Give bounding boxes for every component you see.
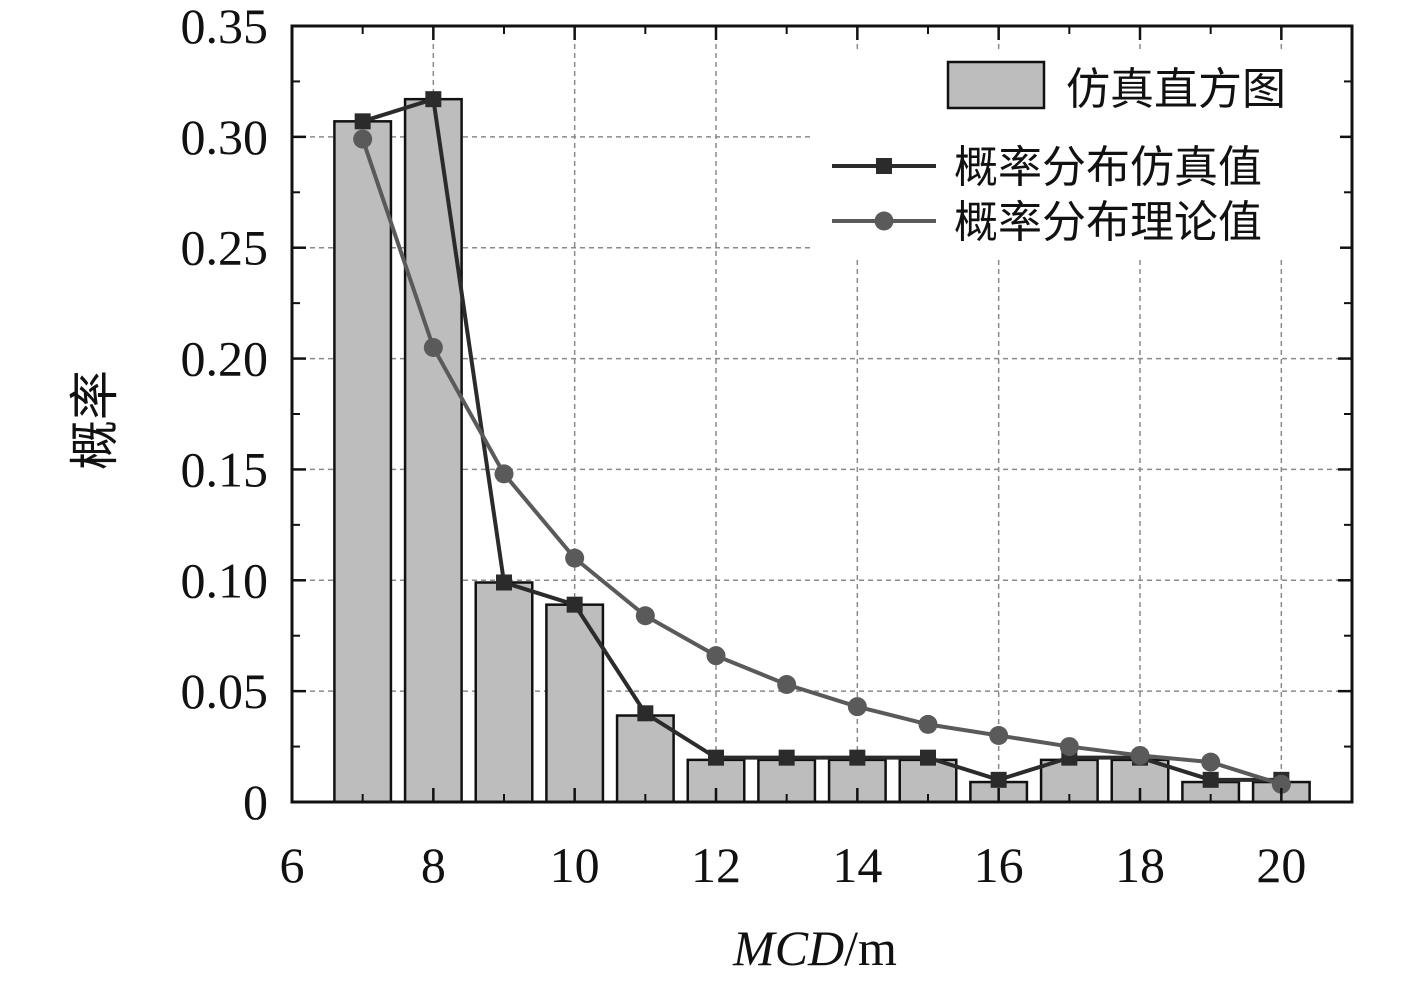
legend-background: [810, 50, 1340, 260]
x-tick-label: 12: [691, 837, 741, 893]
histogram-bar: [474, 581, 534, 804]
histogram-bar: [403, 97, 463, 804]
x-tick-label: 16: [974, 837, 1024, 893]
circle-marker: [706, 646, 726, 666]
square-marker: [778, 749, 795, 766]
circle-marker: [1059, 737, 1079, 757]
square-marker: [920, 749, 936, 766]
axis-ticks: [290, 24, 1352, 804]
circle-marker: [353, 129, 373, 149]
circle-marker: [635, 606, 655, 626]
square-marker: [990, 771, 1007, 788]
square-marker: [708, 749, 724, 766]
y-tick-label: 0.10: [181, 552, 269, 608]
histogram-bar: [333, 120, 393, 804]
y-tick-label: 0: [243, 774, 268, 830]
legend-circle-marker: [874, 211, 894, 231]
x-tick-labels: 6 8 10 12 14 16 18 20: [280, 837, 1307, 893]
circle-marker: [847, 697, 867, 717]
square-marker: [637, 705, 654, 722]
x-tick-label: 6: [280, 837, 305, 893]
y-tick-label: 0.25: [181, 220, 269, 276]
circle-marker: [777, 674, 797, 694]
x-tick-label: 10: [550, 837, 600, 893]
series-lines: [353, 91, 1291, 794]
legend-label: 仿真直方图: [1066, 65, 1286, 114]
histogram-bar: [615, 714, 675, 804]
square-marker: [849, 749, 866, 766]
square-marker: [354, 113, 371, 130]
histogram-bar: [545, 603, 605, 804]
y-tick-label: 0.30: [181, 109, 269, 165]
legend-bar-swatch: [946, 60, 1046, 110]
square-marker: [496, 574, 512, 591]
legend-label: 概率分布理论值: [954, 198, 1262, 247]
y-tick-label: 0.15: [181, 441, 269, 497]
x-tick-label: 8: [421, 837, 446, 893]
y-tick-label: 0.35: [181, 0, 269, 54]
y-axis-title: 概率: [67, 370, 123, 470]
y-tick-labels: 0 0.05 0.10 0.15 0.20 0.25 0.30 0.35: [181, 0, 269, 830]
square-marker: [566, 596, 583, 613]
legend-label: 概率分布仿真值: [954, 143, 1262, 192]
series-line: [362, 96, 1282, 782]
circle-marker: [565, 548, 585, 568]
circle-marker: [1271, 774, 1291, 794]
circle-marker: [423, 337, 443, 357]
legend-square-marker: [876, 158, 892, 174]
square-marker: [425, 91, 442, 108]
y-tick-label: 0.20: [181, 331, 269, 387]
x-tick-label: 14: [832, 837, 882, 893]
circle-marker: [989, 725, 1009, 745]
circle-marker: [1130, 745, 1150, 765]
y-tick-label: 0.05: [181, 663, 269, 719]
square-marker: [1202, 771, 1219, 788]
circle-marker: [494, 464, 514, 484]
series-line: [360, 138, 1282, 787]
circle-marker: [918, 714, 938, 734]
x-tick-label: 18: [1115, 837, 1165, 893]
x-axis-title: MCD/m: [732, 920, 897, 976]
circle-marker: [1201, 752, 1221, 772]
x-tick-label: 20: [1256, 837, 1306, 893]
